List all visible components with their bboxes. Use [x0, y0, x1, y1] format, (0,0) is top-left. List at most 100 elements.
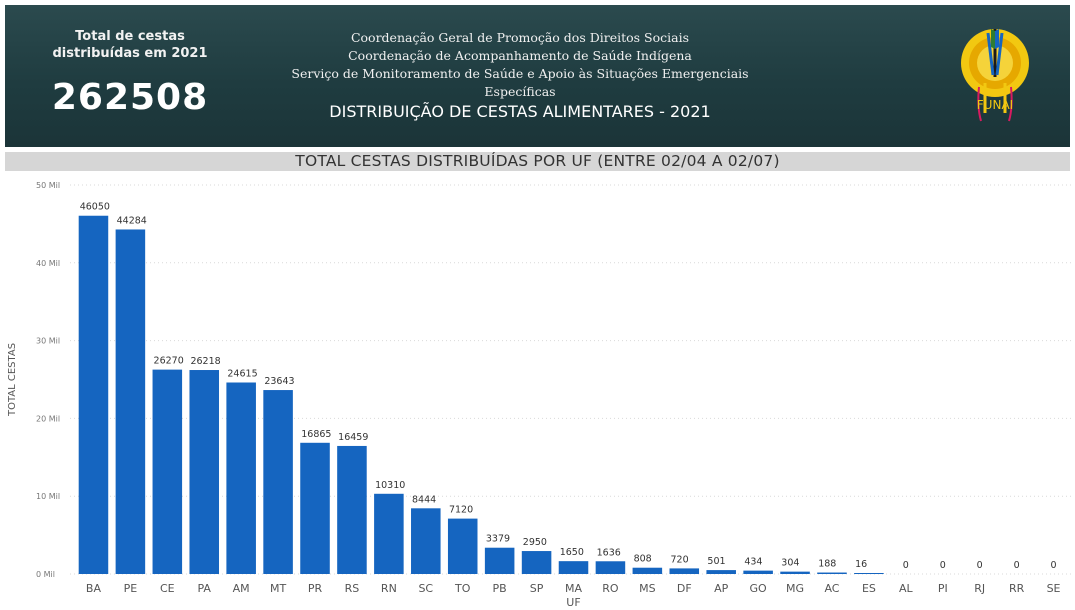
bar-mg[interactable]: [780, 571, 810, 574]
bar-am[interactable]: [226, 382, 256, 574]
bar-ap[interactable]: [706, 570, 736, 574]
x-tick-label-sc: SC: [418, 582, 433, 595]
x-tick-label-ap: AP: [714, 582, 729, 595]
chart-title: TOTAL CESTAS DISTRIBUÍDAS POR UF (ENTRE …: [295, 152, 780, 170]
data-label-es: 16: [855, 559, 867, 570]
x-tick-label-pr: PR: [308, 582, 323, 595]
y-axis-label: TOTAL CESTAS: [7, 343, 18, 417]
y-tick-label: 40 Mil: [36, 259, 60, 268]
data-label-ce: 26270: [154, 356, 184, 367]
x-tick-label-ce: CE: [160, 582, 175, 595]
x-tick-label-df: DF: [677, 582, 692, 595]
x-axis-label: UF: [566, 596, 580, 609]
x-tick-label-to: TO: [454, 582, 471, 595]
data-label-ba: 46050: [80, 202, 110, 213]
data-labels: 46050 44284 26270 26218 24615 23643 16865 16459…: [80, 202, 1057, 571]
x-tick-label-rn: RN: [381, 582, 397, 595]
y-tick-label: 30 Mil: [36, 337, 60, 346]
bar-sp[interactable]: [521, 551, 552, 574]
bar-rs[interactable]: [337, 445, 367, 574]
bar-ba[interactable]: [78, 215, 109, 574]
x-tick-label-al: AL: [899, 582, 914, 595]
x-tick-label-pi: PI: [938, 582, 948, 595]
x-tick-label-sp: SP: [530, 582, 544, 595]
bar-mt[interactable]: [263, 390, 293, 574]
kpi-value: 262508: [51, 77, 209, 118]
bar-ms[interactable]: [632, 567, 663, 574]
kpi-label-line1: Total de cestas: [75, 29, 185, 44]
y-tick-label: 20 Mil: [36, 414, 60, 423]
x-tick-label-pb: PB: [493, 582, 507, 595]
x-tick-label-ro: RO: [602, 582, 619, 595]
data-label-to: 7120: [449, 505, 473, 516]
bar-go[interactable]: [743, 570, 773, 574]
bar-pe[interactable]: [115, 229, 146, 574]
main-title: DISTRIBUIÇÃO DE CESTAS ALIMENTARES - 202…: [329, 102, 711, 121]
data-label-ac: 188: [818, 559, 836, 570]
x-tick-label-pe: PE: [124, 582, 138, 595]
data-label-ap: 501: [707, 556, 725, 567]
grid-lines: [70, 184, 1072, 575]
bar-ce[interactable]: [152, 369, 183, 574]
data-label-ro: 1636: [597, 547, 621, 558]
bar-ac[interactable]: [817, 572, 847, 574]
data-label-sc: 8444: [412, 494, 436, 505]
bar-chart: 0 Mil 10 Mil 20 Mil 30 Mil 40 Mil 50 Mil 4605…: [7, 181, 1072, 609]
data-label-al: 0: [903, 560, 909, 571]
data-label-rn: 10310: [375, 480, 405, 491]
y-tick-label: 50 Mil: [36, 181, 60, 190]
x-tick-label-rs: RS: [345, 582, 360, 595]
data-label-mt: 23643: [264, 376, 294, 387]
x-tick-labels: BA PE CE PA AM MT PR RS RN SC TO PB SP MA RO MS DF AP GO MG…: [86, 582, 1061, 595]
funai-logo: FUNAI: [961, 29, 1029, 122]
data-label-pa: 26218: [190, 356, 220, 367]
bar-df[interactable]: [669, 568, 700, 574]
chart-title-bar: TOTAL CESTAS DISTRIBUÍDAS POR UF (ENTRE …: [5, 152, 1070, 171]
bar-es[interactable]: [854, 573, 884, 574]
x-tick-label-mg: MG: [786, 582, 804, 595]
data-label-go: 434: [744, 557, 762, 568]
bar-ma[interactable]: [558, 561, 589, 574]
x-tick-label-am: AM: [233, 582, 250, 595]
bar-ro[interactable]: [595, 561, 626, 574]
data-label-pe: 44284: [117, 215, 147, 226]
org-line-1: Coordenação Geral de Promoção dos Direit…: [350, 30, 690, 45]
bar-pr[interactable]: [300, 442, 330, 574]
data-label-ms: 808: [634, 554, 652, 565]
data-label-rs: 16459: [338, 432, 368, 443]
bar-rn[interactable]: [374, 493, 404, 574]
data-label-pi: 0: [940, 560, 946, 571]
data-label-sp: 2950: [523, 537, 547, 548]
org-line-3: Serviço de Monitoramento de Saúde e Apoi…: [291, 66, 749, 99]
x-tick-label-ma: MA: [565, 582, 582, 595]
bar-pb[interactable]: [484, 547, 515, 574]
logo-text: FUNAI: [977, 98, 1013, 112]
kpi-label: Total de cestas distribuídas em 2021: [45, 28, 215, 62]
x-tick-label-rj: RJ: [974, 582, 985, 595]
org-line-2: Coordenação de Acompanhamento de Saúde I…: [348, 48, 692, 63]
data-label-mg: 304: [781, 558, 799, 569]
bars: [78, 215, 884, 574]
x-tick-label-ms: MS: [639, 582, 655, 595]
data-label-rr: 0: [1014, 560, 1020, 571]
data-label-rj: 0: [977, 560, 983, 571]
org-lines: Coordenação Geral de Promoção dos Direit…: [255, 29, 785, 101]
header-banner: Total de cestas distribuídas em 2021 262…: [5, 5, 1070, 147]
y-tick-labels: 0 Mil 10 Mil 20 Mil 30 Mil 40 Mil 50 Mil: [36, 181, 60, 579]
kpi-label-line2: distribuídas em 2021: [52, 46, 208, 61]
data-label-pr: 16865: [301, 429, 331, 440]
x-tick-label-rr: RR: [1009, 582, 1025, 595]
bar-pa[interactable]: [189, 370, 220, 574]
y-tick-label: 0 Mil: [36, 570, 55, 579]
x-tick-label-se: SE: [1047, 582, 1061, 595]
x-tick-label-mt: MT: [270, 582, 286, 595]
bar-to[interactable]: [447, 518, 478, 574]
bar-sc[interactable]: [411, 508, 441, 574]
x-tick-label-pa: PA: [198, 582, 212, 595]
x-tick-label-ba: BA: [86, 582, 102, 595]
feather-headdress-icon: [961, 29, 1029, 122]
y-tick-label: 10 Mil: [36, 492, 60, 501]
data-label-df: 720: [671, 554, 689, 565]
x-tick-label-go: GO: [750, 582, 768, 595]
x-tick-label-es: ES: [862, 582, 876, 595]
